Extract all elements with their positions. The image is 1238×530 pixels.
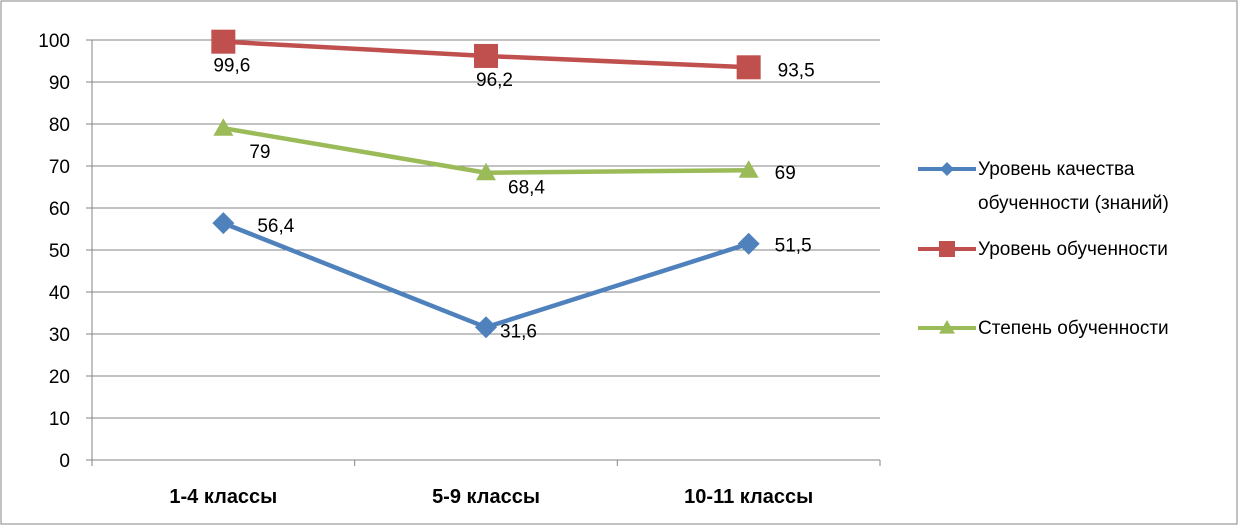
legend-label: обученности (знаний) xyxy=(978,193,1169,214)
legend-marker-triangle xyxy=(939,320,955,334)
axes: 0 10 20 30 40 50 60 70 80 90 100 1-4 классы 5-9 клас… xyxy=(38,31,881,508)
data-point-square xyxy=(474,43,498,68)
data-label: 79 xyxy=(249,142,270,163)
legend-label: Уровень обученности xyxy=(978,239,1168,260)
y-tick-label: 0 xyxy=(59,451,70,472)
data-point-diamond xyxy=(737,232,760,255)
y-tick-label: 20 xyxy=(49,367,70,388)
y-tick-label: 30 xyxy=(49,325,70,346)
legend: Уровень качества обученности (знаний) Уров… xyxy=(918,159,1169,339)
y-tick-label: 10 xyxy=(49,409,70,430)
x-category-label: 5-9 классы xyxy=(432,486,540,508)
data-label: 99,6 xyxy=(213,56,250,77)
y-tick-label: 90 xyxy=(49,73,70,94)
y-tick-label: 80 xyxy=(49,115,70,136)
data-point-square xyxy=(736,55,761,80)
data-label: 56,4 xyxy=(257,216,294,237)
y-tick-label: 60 xyxy=(49,199,70,220)
legend-marker-square xyxy=(939,241,955,257)
data-label: 68,4 xyxy=(508,178,545,199)
data-label: 93,5 xyxy=(778,60,815,81)
legend-label: Уровень качества xyxy=(978,159,1135,180)
data-point-triangle xyxy=(476,162,496,181)
y-tick-label: 50 xyxy=(49,241,70,262)
gridlines xyxy=(92,39,880,419)
y-tick-label: 70 xyxy=(49,157,70,178)
x-category-label: 10-11 классы xyxy=(684,486,813,508)
data-point-diamond xyxy=(212,212,235,235)
data-point-square xyxy=(211,29,236,54)
data-labels: 56,4 31,6 51,5 99,6 96,2 93,5 79 68,4 69 xyxy=(213,56,814,343)
legend-marker-diamond xyxy=(940,162,954,176)
data-label: 69 xyxy=(775,163,796,184)
y-tick-label: 100 xyxy=(38,31,70,52)
data-label: 31,6 xyxy=(500,321,537,342)
series-group xyxy=(211,29,761,339)
data-label: 51,5 xyxy=(775,236,812,257)
data-point-triangle xyxy=(213,118,234,136)
data-label: 96,2 xyxy=(476,70,513,91)
legend-label: Степень обученности xyxy=(978,318,1169,339)
x-category-label: 1-4 классы xyxy=(169,486,277,508)
data-point-triangle xyxy=(738,160,759,178)
data-point-diamond xyxy=(475,316,497,339)
y-tick-label: 40 xyxy=(49,283,70,304)
